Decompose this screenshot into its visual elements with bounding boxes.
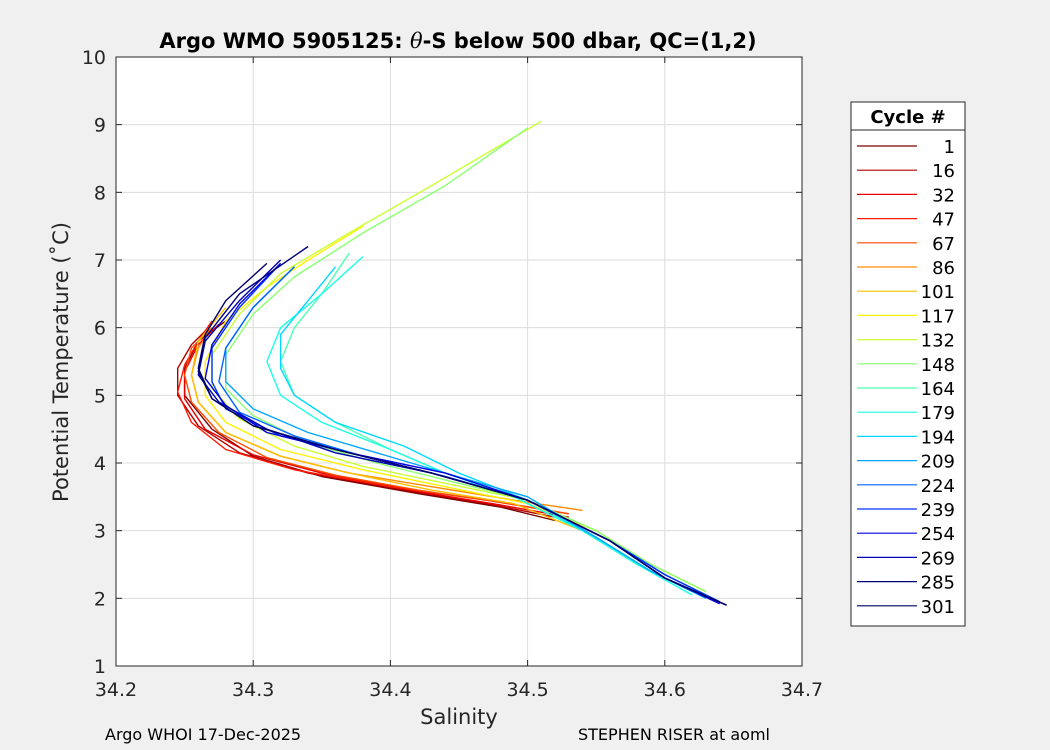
- y-tick-label: 7: [94, 250, 106, 272]
- y-tick-label: 5: [94, 385, 106, 407]
- chart-title: Argo WMO 5905125: θ-S below 500 dbar, QC…: [159, 29, 756, 53]
- legend-title: Cycle #: [870, 107, 945, 128]
- legend-label: 47: [932, 210, 955, 231]
- plot-area: [116, 57, 802, 666]
- x-tick-label: 34.5: [506, 679, 548, 701]
- legend-label: 101: [921, 282, 955, 303]
- profile-line: [197, 262, 727, 606]
- legend-label: 269: [921, 548, 955, 569]
- footer-operator: STEPHEN RISER at aoml: [578, 725, 770, 744]
- profile-line: [183, 327, 569, 515]
- y-tick-label: 9: [94, 115, 106, 137]
- grid-lines: [115, 56, 803, 667]
- y-tick-label: 2: [94, 588, 106, 610]
- legend-label: 164: [921, 379, 955, 400]
- y-axis-label: Potential Temperature (˚C): [49, 222, 73, 502]
- footer-source: Argo WHOI 17-Dec-2025: [105, 725, 302, 744]
- axis-ticks: 34.2 34.3 34.4 34.5 34.6 34.7 1 2 3 4 5 6 7 8 9 10: [82, 47, 823, 701]
- chart-title-theta: θ: [410, 29, 423, 53]
- x-tick-label: 34.6: [644, 679, 686, 701]
- profile-line: [183, 323, 569, 518]
- legend-label: 239: [921, 500, 955, 521]
- x-tick-label: 34.3: [232, 679, 274, 701]
- legend-label: 132: [921, 331, 955, 352]
- legend-label: 1: [944, 137, 955, 158]
- plot-frame: [115, 56, 803, 667]
- x-tick-label: 34.7: [781, 679, 823, 701]
- y-tick-label: 6: [94, 318, 106, 340]
- y-tick-label: 8: [94, 182, 106, 204]
- legend-label: 32: [932, 185, 955, 206]
- chart-title-part-1: Argo WMO 5905125:: [159, 29, 410, 53]
- profile-line: [176, 323, 556, 518]
- legend-label: 254: [921, 524, 955, 545]
- legend-label: 117: [921, 306, 955, 327]
- legend-label: 86: [932, 258, 955, 279]
- profile-line: [266, 256, 693, 596]
- y-tick-label: 3: [94, 521, 106, 543]
- legend-label: 179: [921, 403, 955, 424]
- legend-label: 148: [921, 355, 955, 376]
- x-tick-label: 34.2: [95, 679, 137, 701]
- legend-label: 224: [921, 476, 955, 497]
- profile-line: [225, 127, 707, 593]
- x-axis-label: Salinity: [420, 705, 498, 729]
- y-tick-label: 10: [82, 47, 106, 69]
- legend-label: 67: [932, 234, 955, 255]
- chart-title-part-2: -S below 500 dbar, QC=(1,2): [423, 29, 757, 53]
- profile-lines: [176, 120, 727, 606]
- legend-label: 301: [921, 597, 955, 618]
- legend: Cycle # 1 16 32 47 67 86 101 117 132 148 164 179 194 2…: [850, 101, 966, 627]
- legend-label: 194: [921, 427, 955, 448]
- legend-label: 16: [932, 161, 955, 182]
- legend-label: 285: [921, 573, 955, 594]
- profile-line: [183, 320, 556, 522]
- y-tick-label: 4: [94, 453, 106, 475]
- x-tick-label: 34.4: [369, 679, 411, 701]
- legend-label: 209: [921, 452, 955, 473]
- y-tick-label: 1: [94, 656, 106, 678]
